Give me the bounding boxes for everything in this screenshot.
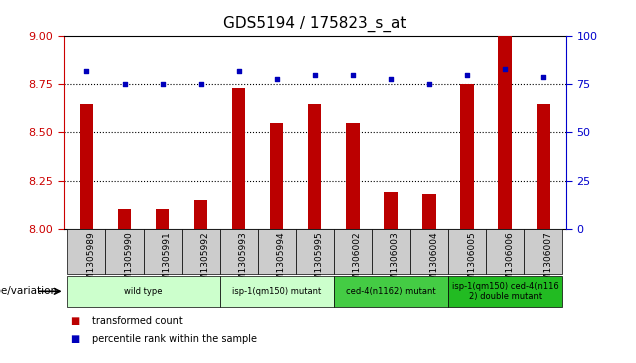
Bar: [486, 229, 524, 274]
Bar: [308, 104, 321, 229]
Bar: [448, 229, 486, 274]
Point: [500, 66, 510, 72]
Bar: [448, 276, 562, 307]
Bar: [422, 194, 436, 229]
Point: [462, 72, 472, 78]
Text: wild type: wild type: [124, 287, 163, 296]
Bar: [219, 229, 258, 274]
Text: GSM1306004: GSM1306004: [429, 231, 438, 291]
Text: transformed count: transformed count: [92, 316, 183, 326]
Point: [272, 76, 282, 82]
Point: [424, 82, 434, 87]
Text: GSM1306002: GSM1306002: [353, 231, 362, 291]
Point: [386, 76, 396, 82]
Text: GSM1305993: GSM1305993: [238, 231, 247, 292]
Bar: [67, 229, 106, 274]
Bar: [106, 229, 144, 274]
Point: [348, 72, 358, 78]
Bar: [156, 209, 169, 229]
Bar: [67, 276, 219, 307]
Text: GSM1305994: GSM1305994: [277, 231, 286, 291]
Text: GSM1306007: GSM1306007: [543, 231, 552, 292]
Title: GDS5194 / 175823_s_at: GDS5194 / 175823_s_at: [223, 16, 406, 32]
Bar: [182, 229, 219, 274]
Point: [158, 82, 168, 87]
Bar: [80, 104, 93, 229]
Point: [120, 82, 130, 87]
Bar: [372, 229, 410, 274]
Bar: [144, 229, 182, 274]
Text: GSM1305995: GSM1305995: [315, 231, 324, 292]
Bar: [346, 123, 359, 229]
Text: GSM1306005: GSM1306005: [467, 231, 476, 292]
Text: GSM1306003: GSM1306003: [391, 231, 400, 292]
Text: ■: ■: [70, 316, 80, 326]
Text: isp-1(qm150) ced-4(n116
2) double mutant: isp-1(qm150) ced-4(n116 2) double mutant: [452, 282, 558, 301]
Bar: [194, 200, 207, 229]
Bar: [499, 36, 512, 229]
Point: [195, 82, 205, 87]
Point: [310, 72, 320, 78]
Bar: [334, 229, 372, 274]
Point: [81, 68, 92, 74]
Bar: [410, 229, 448, 274]
Text: percentile rank within the sample: percentile rank within the sample: [92, 334, 257, 344]
Text: ■: ■: [70, 334, 80, 344]
Bar: [460, 85, 474, 229]
Bar: [537, 104, 550, 229]
Bar: [296, 229, 334, 274]
Bar: [118, 209, 131, 229]
Text: GSM1305991: GSM1305991: [163, 231, 172, 292]
Bar: [334, 276, 448, 307]
Text: genotype/variation: genotype/variation: [0, 286, 57, 296]
Text: GSM1305989: GSM1305989: [86, 231, 95, 292]
Bar: [258, 229, 296, 274]
Point: [538, 74, 548, 79]
Bar: [270, 123, 284, 229]
Text: GSM1306006: GSM1306006: [505, 231, 514, 292]
Text: ced-4(n1162) mutant: ced-4(n1162) mutant: [346, 287, 436, 296]
Text: GSM1305990: GSM1305990: [125, 231, 134, 292]
Point: [233, 68, 244, 74]
Bar: [524, 229, 562, 274]
Text: isp-1(qm150) mutant: isp-1(qm150) mutant: [232, 287, 321, 296]
Bar: [219, 276, 334, 307]
Bar: [384, 192, 398, 229]
Text: GSM1305992: GSM1305992: [200, 231, 210, 291]
Bar: [232, 88, 245, 229]
